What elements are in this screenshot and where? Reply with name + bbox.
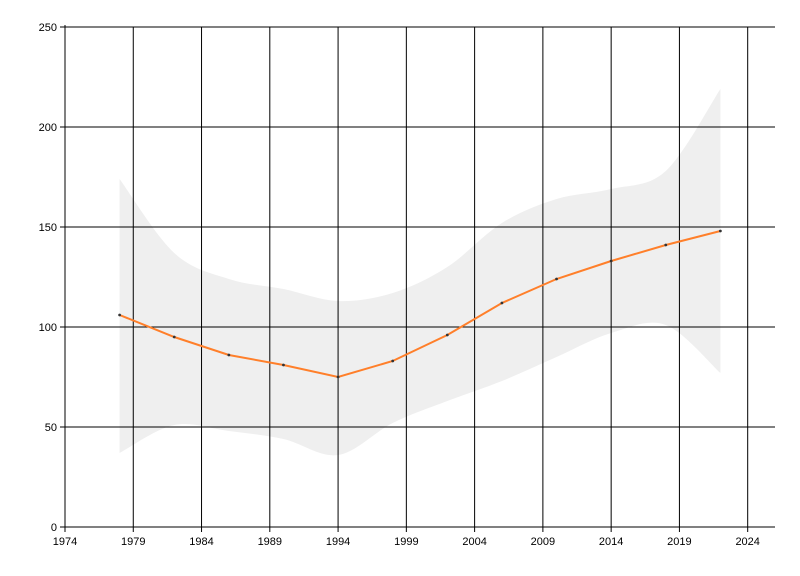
x-tick-label: 1994 bbox=[326, 536, 350, 548]
y-tick-label: 100 bbox=[39, 322, 57, 334]
x-tick-label: 2019 bbox=[667, 536, 691, 548]
series-layer bbox=[118, 229, 722, 379]
data-point bbox=[718, 229, 722, 233]
y-tick-label: 250 bbox=[39, 22, 57, 34]
y-tick-label: 50 bbox=[45, 422, 57, 434]
data-point bbox=[282, 363, 285, 367]
confidence-band bbox=[119, 89, 721, 456]
data-point bbox=[336, 375, 340, 379]
data-point bbox=[500, 301, 504, 305]
y-tick-label: 150 bbox=[39, 222, 57, 234]
data-point bbox=[664, 243, 668, 247]
data-point bbox=[445, 333, 449, 337]
grid-layer bbox=[65, 26, 775, 527]
y-tick-label: 0 bbox=[51, 522, 57, 534]
confidence-band-layer bbox=[119, 89, 721, 456]
data-point bbox=[118, 313, 122, 317]
x-tick-label: 1984 bbox=[189, 536, 213, 548]
series-line bbox=[119, 230, 721, 379]
x-tick-label: 1979 bbox=[121, 536, 145, 548]
x-tick-label: 2004 bbox=[462, 536, 486, 548]
x-tick-label: 1999 bbox=[394, 536, 418, 548]
x-tick-label: 2024 bbox=[735, 536, 759, 548]
x-tick-label: 2009 bbox=[531, 536, 555, 548]
data-point bbox=[609, 259, 613, 263]
y-tick-label: 200 bbox=[39, 122, 57, 134]
x-tick-label: 2014 bbox=[599, 536, 623, 548]
data-point bbox=[172, 335, 176, 339]
data-point bbox=[391, 359, 395, 363]
x-tick-label: 1974 bbox=[53, 536, 77, 548]
data-point bbox=[555, 277, 558, 281]
x-tick-label: 1989 bbox=[258, 536, 282, 548]
data-point bbox=[227, 353, 231, 357]
axis-layer: 0 50 100 150 200 250 1974 1979 1984 1989 1994 1999 2… bbox=[39, 22, 775, 548]
